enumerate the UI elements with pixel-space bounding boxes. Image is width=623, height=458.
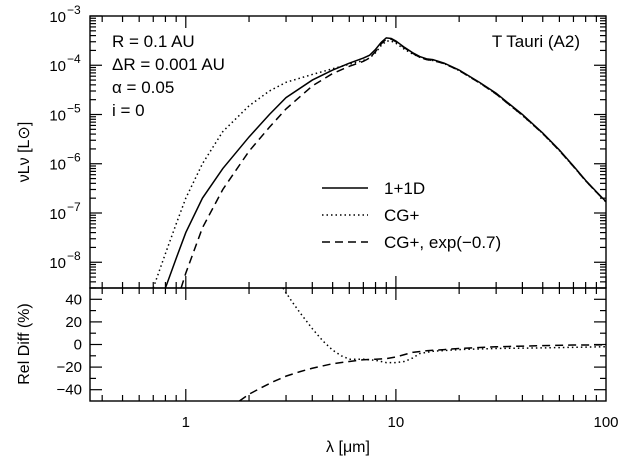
y-tick-label-bottom: 20 xyxy=(65,314,82,331)
y-tick-label-exponent: −3 xyxy=(67,3,81,17)
y-tick-label-top: 10 xyxy=(49,9,66,26)
object-label: T Tauri (A2) xyxy=(492,32,580,51)
y-tick-label-exponent: −8 xyxy=(67,249,81,263)
y-tick-label-exponent: −7 xyxy=(67,200,81,214)
param-alpha: α = 0.05 xyxy=(112,78,174,97)
y-tick-label-top: 10 xyxy=(49,255,66,272)
y-tick-label-top: 10 xyxy=(49,58,66,75)
param-r: R = 0.1 AU xyxy=(112,32,195,51)
x-tick-label: 100 xyxy=(593,414,618,431)
y-tick-label-bottom: −20 xyxy=(57,359,82,376)
x-tick-label: 1 xyxy=(182,414,190,431)
legend: 1+1D CG+ CG+, exp(−0.7) xyxy=(322,179,501,252)
rel-diff-dashed-curve xyxy=(238,344,606,401)
curves-layer xyxy=(152,37,606,401)
ticks-layer xyxy=(90,15,607,401)
legend-label-cg-exp: CG+, exp(−0.7) xyxy=(384,233,501,252)
y-tick-label-exponent: −6 xyxy=(67,151,81,165)
y-tick-label-bottom: 40 xyxy=(65,291,82,308)
y-tick-label-exponent: −5 xyxy=(67,101,81,115)
bottom-y-axis-label: Rel Diff (%) xyxy=(16,303,33,385)
legend-label-cg: CG+ xyxy=(384,206,420,225)
param-inclination: i = 0 xyxy=(112,101,145,120)
sed-dotted-curve xyxy=(152,40,606,288)
sed-dashed-curve xyxy=(180,38,606,288)
y-tick-label-bottom: 0 xyxy=(74,337,82,354)
legend-label-1p1d: 1+1D xyxy=(384,179,425,198)
y-tick-label-top: 10 xyxy=(49,107,66,124)
y-tick-label-exponent: −4 xyxy=(67,52,81,66)
rel-diff-dotted-curve xyxy=(282,288,606,364)
y-tick-label-top: 10 xyxy=(49,157,66,174)
bottom-panel-frame xyxy=(89,287,607,402)
y-tick-label-top: 10 xyxy=(49,206,66,223)
y-tick-label-bottom: −40 xyxy=(57,382,82,399)
top-y-axis-label: νLν [L⊙] xyxy=(16,122,33,183)
x-axis-label: λ [μm] xyxy=(326,439,370,456)
x-tick-label: 10 xyxy=(388,414,405,431)
param-delta-r: ΔR = 0.001 AU xyxy=(112,55,225,74)
